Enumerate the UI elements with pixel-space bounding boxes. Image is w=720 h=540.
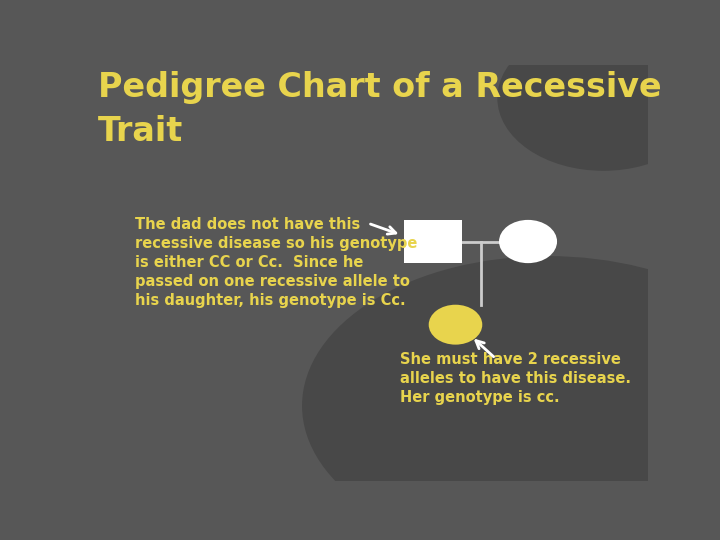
Text: Pedigree Chart of a Recessive: Pedigree Chart of a Recessive [99, 71, 662, 104]
Text: Trait: Trait [99, 114, 184, 148]
Ellipse shape [302, 256, 720, 540]
Ellipse shape [498, 25, 709, 171]
Bar [404, 220, 462, 263]
Text: She must have 2 recessive
alleles to have this disease.
Her genotype is cc.: She must have 2 recessive alleles to hav… [400, 352, 631, 405]
Circle shape [499, 220, 557, 263]
Text: The dad does not have this
recessive disease so his genotype
is either CC or Cc.: The dad does not have this recessive dis… [135, 217, 417, 308]
Circle shape [428, 305, 482, 345]
